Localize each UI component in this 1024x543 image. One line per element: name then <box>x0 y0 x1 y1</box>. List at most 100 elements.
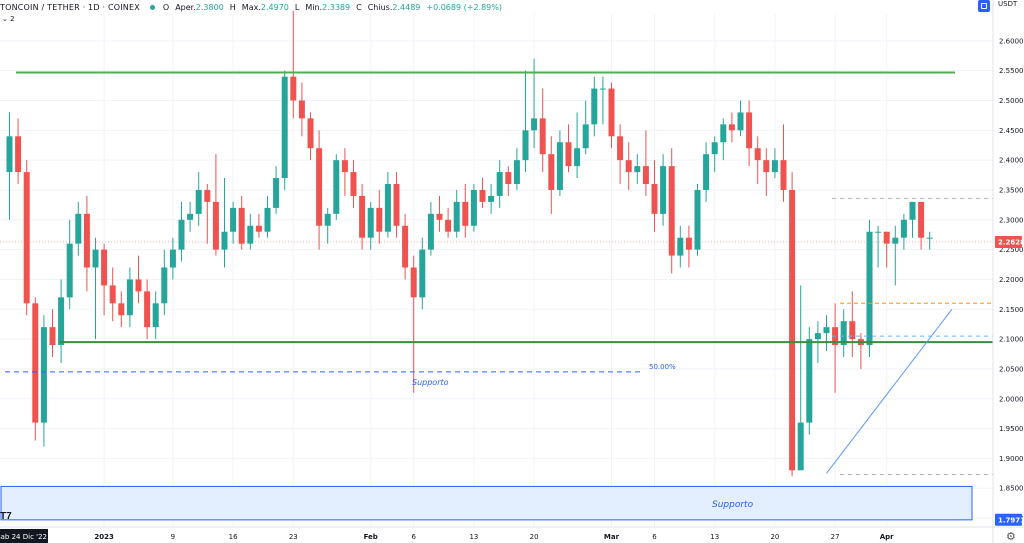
candle-body <box>771 160 778 173</box>
candle-body <box>926 237 933 239</box>
candle-body <box>393 184 400 226</box>
candle-body <box>359 195 366 238</box>
candle-body <box>780 160 787 190</box>
price-tick-label: 2.5500 <box>999 67 1024 75</box>
price-tick-label: 2.4000 <box>999 157 1024 165</box>
zone-low-badge <box>995 513 1022 526</box>
candle-body <box>40 327 47 423</box>
open-value: 2.3800 <box>195 2 224 12</box>
candle-body <box>763 160 770 173</box>
candle-body <box>513 160 520 185</box>
candle-body <box>797 422 804 471</box>
high-name: Max. <box>241 2 261 12</box>
candle-body <box>187 213 194 220</box>
price-tick-label: 2.2000 <box>999 276 1024 284</box>
zone-low-label: 1.7971 <box>998 516 1024 524</box>
candle-body <box>101 249 108 286</box>
candle-body <box>298 100 305 119</box>
compare-icon[interactable] <box>978 0 990 12</box>
price-tick-label: 2.2500 <box>999 246 1024 254</box>
crosshair-date-label: sab 24 Dic '22 <box>0 533 47 541</box>
candle-body <box>470 189 477 226</box>
close-name: Chius. <box>367 2 393 12</box>
candle-body <box>599 88 606 90</box>
candle-body <box>204 189 211 202</box>
candle-body <box>75 213 82 244</box>
price-tick-label: 2.1500 <box>999 306 1024 314</box>
candle-body <box>445 219 452 232</box>
candle-body <box>169 249 176 268</box>
symbol-label[interactable]: TONCOIN / TETHER · 1D · COINEX <box>0 2 140 12</box>
candle-body <box>754 148 761 161</box>
candle-body <box>410 267 417 298</box>
candle-body <box>161 267 168 304</box>
candle-body <box>350 172 357 196</box>
candle-body <box>651 184 658 214</box>
candle-body <box>720 124 727 143</box>
candle-body <box>384 184 391 232</box>
candle-body <box>126 279 133 316</box>
close-value: 2.4489 <box>392 2 421 12</box>
low-letter: L <box>294 2 300 12</box>
date-tick-label: 13 <box>710 533 719 541</box>
candle-body <box>806 339 813 423</box>
price-tick-label: 1.9000 <box>999 455 1024 463</box>
candle-body <box>247 225 254 244</box>
close-letter: C <box>356 2 362 12</box>
currency-label[interactable]: USDT <box>998 0 1018 8</box>
date-tick-label: 2023 <box>94 533 114 541</box>
candle-body <box>677 237 684 256</box>
candle-body <box>531 118 538 131</box>
candle-body <box>728 124 735 131</box>
candle-body <box>324 213 331 226</box>
candle-body <box>711 142 718 155</box>
candle-body <box>66 243 73 298</box>
candle-body <box>866 231 873 346</box>
date-tick-label: 16 <box>229 533 238 541</box>
candle-body <box>135 279 142 292</box>
candle-body <box>668 166 675 256</box>
tradingview-logo: T7 <box>0 511 12 522</box>
candle-body <box>539 118 546 155</box>
candle-body <box>789 189 796 471</box>
candle-body <box>230 207 237 232</box>
candle-body <box>290 76 297 101</box>
candle-body <box>909 201 916 220</box>
candle-body <box>875 231 882 233</box>
date-tick-label: 23 <box>289 533 298 541</box>
candle-body <box>144 291 151 328</box>
low-name: Min. <box>305 2 323 12</box>
settings-icon[interactable]: ⚙ <box>1006 531 1016 543</box>
date-tick-label: Mar <box>604 533 620 541</box>
candle-body <box>32 303 39 423</box>
price-tick-label: 2.0000 <box>999 395 1024 403</box>
candle-body <box>118 303 125 316</box>
candle-body <box>892 237 899 244</box>
date-tick-label: Feb <box>364 533 378 541</box>
support-label: Supporto <box>412 378 449 387</box>
change-value: +0.0689 (+2.89%) <box>426 2 502 12</box>
date-tick-label: 6 <box>652 533 657 541</box>
candle-body <box>255 225 262 232</box>
candle-body <box>694 189 701 250</box>
candle-body <box>307 118 314 149</box>
candle-body <box>849 321 856 340</box>
price-tick-label: 2.3500 <box>999 186 1024 194</box>
candle-body <box>814 333 821 340</box>
candle-body <box>591 88 598 125</box>
candle-body <box>617 136 624 161</box>
candle-body <box>49 327 56 346</box>
candle-body <box>264 207 271 232</box>
candle-body <box>496 172 503 196</box>
candle-body <box>918 201 925 238</box>
candle-body <box>178 219 185 250</box>
candle-body <box>273 178 280 208</box>
indicators-toggle[interactable]: ⌄ 2 <box>2 15 15 23</box>
candle-body <box>565 142 572 167</box>
candle-body <box>840 321 847 346</box>
candle-body <box>316 148 323 226</box>
price-tick-label: 2.4500 <box>999 127 1024 135</box>
price-tick-label: 1.9500 <box>999 425 1024 433</box>
candle-body <box>522 130 529 161</box>
